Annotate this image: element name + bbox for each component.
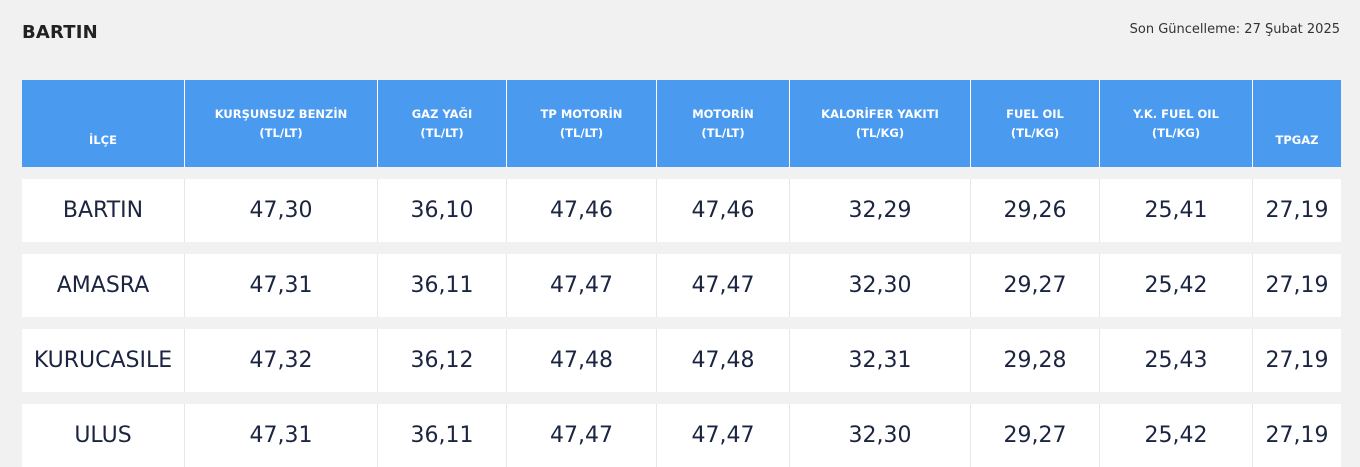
price-cell: 25,42 (1100, 254, 1253, 317)
price-cell: 47,31 (185, 404, 378, 467)
price-cell: 47,31 (185, 254, 378, 317)
price-cell: 27,19 (1253, 179, 1341, 242)
table-row: BARTIN 47,30 36,10 47,46 47,46 32,29 29,… (22, 179, 1341, 242)
district-name: AMASRA (22, 254, 185, 317)
price-cell: 47,46 (507, 179, 657, 242)
row-spacer (22, 392, 1341, 404)
price-cell: 36,12 (378, 329, 507, 392)
table-row: AMASRA 47,31 36,11 47,47 47,47 32,30 29,… (22, 254, 1341, 317)
price-cell: 47,47 (657, 254, 790, 317)
price-cell: 32,31 (790, 329, 971, 392)
header-kerosene: GAZ YAĞI (TL/LT) (378, 80, 507, 167)
price-cell: 47,46 (657, 179, 790, 242)
price-cell: 47,47 (507, 404, 657, 467)
last-update-text: Son Güncelleme: 27 Şubat 2025 (1129, 22, 1340, 37)
price-cell: 29,27 (971, 404, 1100, 467)
header-heating-fuel: KALORİFER YAKITI (TL/KG) (790, 80, 971, 167)
price-cell: 47,30 (185, 179, 378, 242)
row-spacer (22, 167, 1341, 179)
district-name: BARTIN (22, 179, 185, 242)
price-cell: 25,41 (1100, 179, 1253, 242)
row-spacer (22, 242, 1341, 254)
district-name: ULUS (22, 404, 185, 467)
price-cell: 29,27 (971, 254, 1100, 317)
price-cell: 36,11 (378, 254, 507, 317)
price-cell: 47,32 (185, 329, 378, 392)
price-cell: 47,48 (657, 329, 790, 392)
header-tp-diesel: TP MOTORİN (TL/LT) (507, 80, 657, 167)
price-cell: 25,43 (1100, 329, 1253, 392)
price-cell: 27,19 (1253, 254, 1341, 317)
price-cell: 27,19 (1253, 329, 1341, 392)
header-tpgaz: TPGAZ (1253, 80, 1341, 167)
price-cell: 32,30 (790, 404, 971, 467)
district-name: KURUCASILE (22, 329, 185, 392)
price-cell: 27,19 (1253, 404, 1341, 467)
table-row: KURUCASILE 47,32 36,12 47,48 47,48 32,31… (22, 329, 1341, 392)
price-cell: 47,48 (507, 329, 657, 392)
price-cell: 32,30 (790, 254, 971, 317)
price-cell: 36,11 (378, 404, 507, 467)
price-cell: 32,29 (790, 179, 971, 242)
header-hs-fuel-oil: Y.K. FUEL OIL (TL/KG) (1100, 80, 1253, 167)
table-row: ULUS 47,31 36,11 47,47 47,47 32,30 29,27… (22, 404, 1341, 467)
header-district: İLÇE (22, 80, 185, 167)
price-cell: 47,47 (657, 404, 790, 467)
price-cell: 29,28 (971, 329, 1100, 392)
page-title: BARTIN (22, 22, 98, 43)
header-unleaded-gasoline: KURŞUNSUZ BENZİN (TL/LT) (185, 80, 378, 167)
header-diesel: MOTORİN (TL/LT) (657, 80, 790, 167)
table-header-row: İLÇE KURŞUNSUZ BENZİN (TL/LT) GAZ YAĞI (… (22, 80, 1341, 167)
header-fuel-oil: FUEL OIL (TL/KG) (971, 80, 1100, 167)
row-spacer (22, 317, 1341, 329)
price-cell: 47,47 (507, 254, 657, 317)
fuel-price-table: İLÇE KURŞUNSUZ BENZİN (TL/LT) GAZ YAĞI (… (22, 80, 1341, 467)
price-cell: 25,42 (1100, 404, 1253, 467)
price-cell: 36,10 (378, 179, 507, 242)
price-cell: 29,26 (971, 179, 1100, 242)
